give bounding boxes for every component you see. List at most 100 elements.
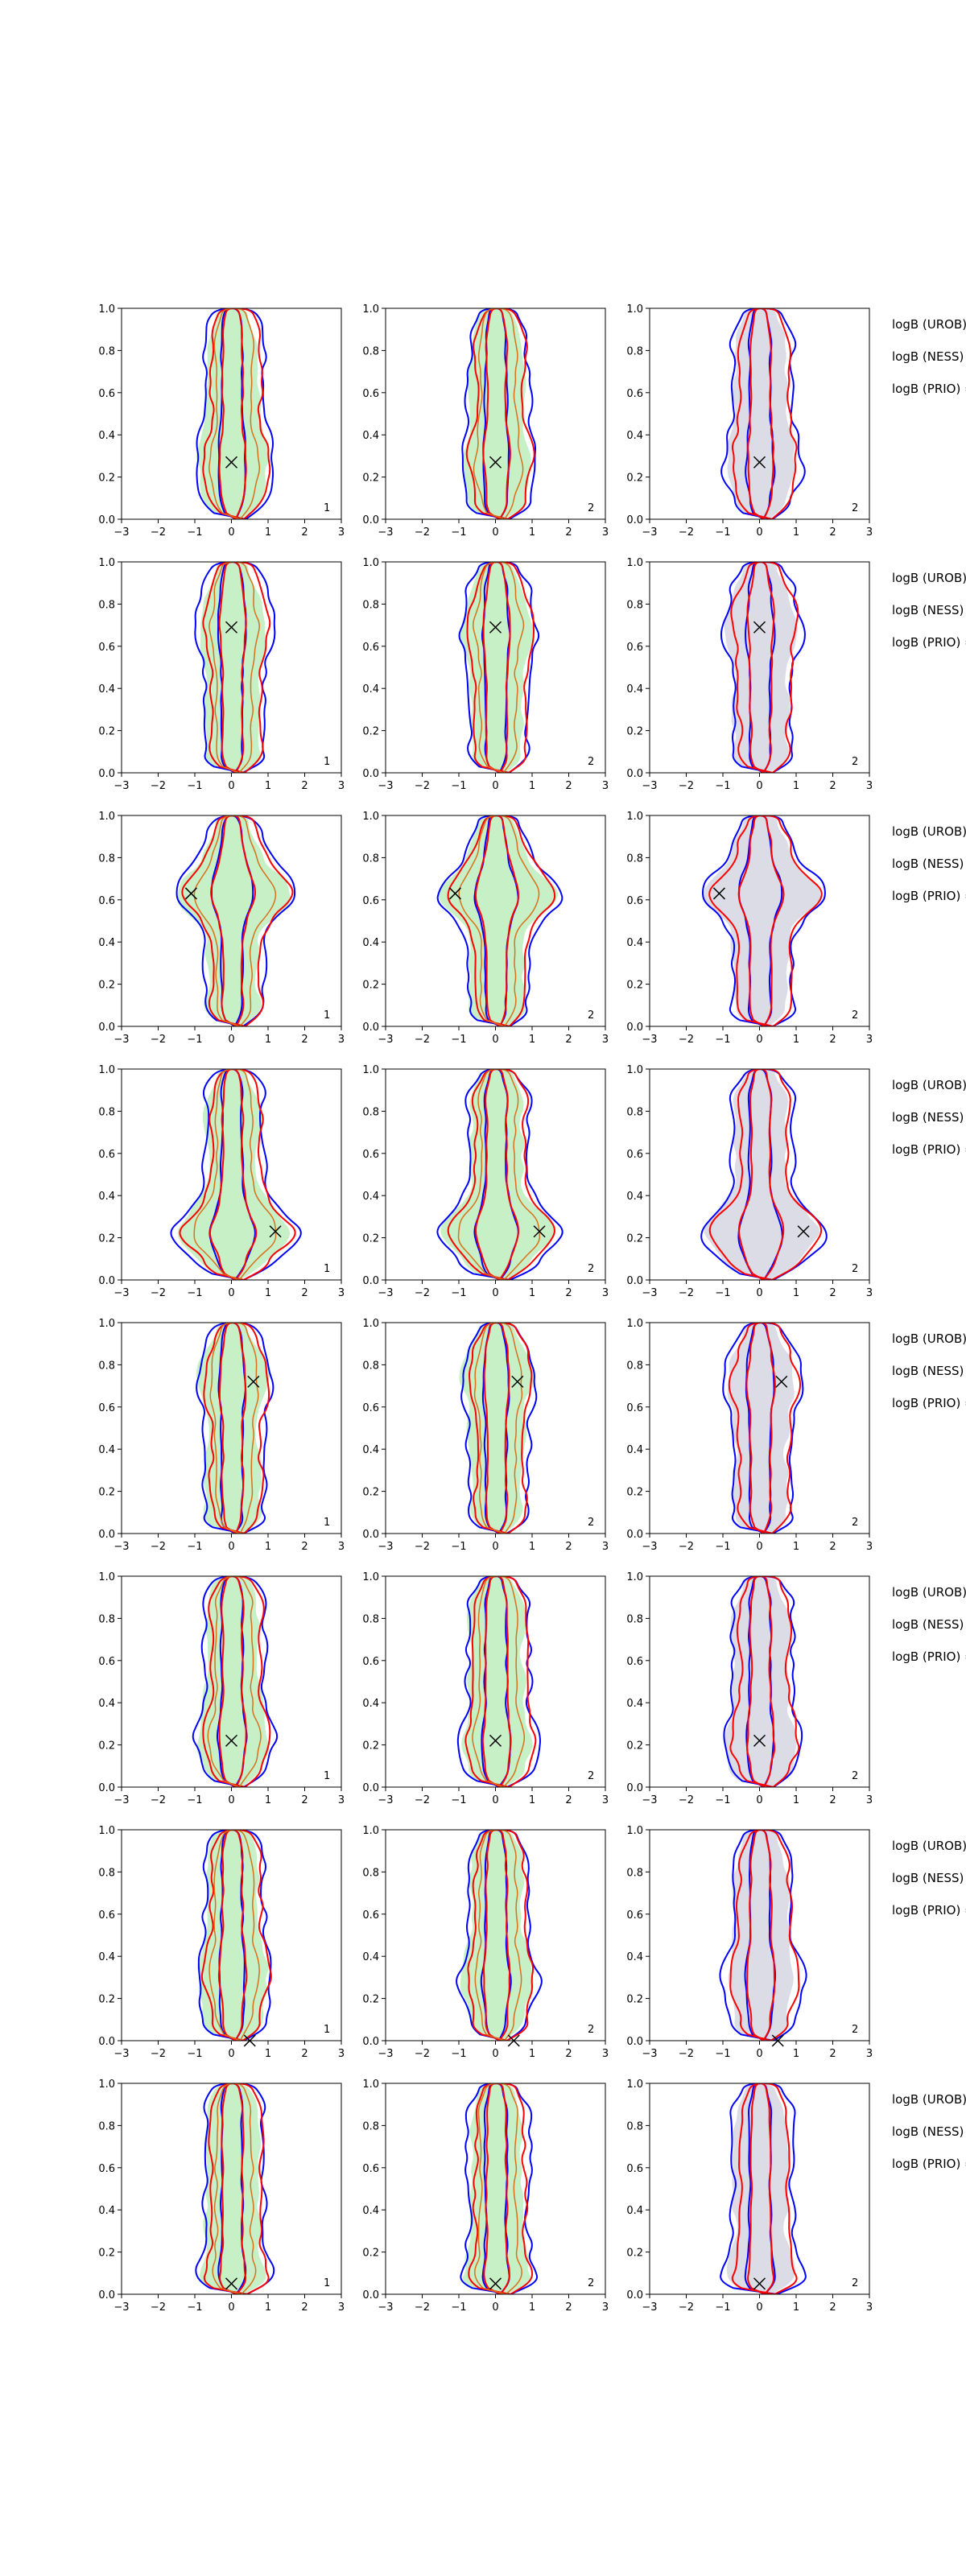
x-tick-label: −2 xyxy=(151,1287,166,1299)
panel-index-label: 1 xyxy=(324,2024,330,2036)
x-tick-label: −2 xyxy=(415,2301,430,2314)
contour-red-outer xyxy=(708,1069,823,1280)
x-tick-label: 3 xyxy=(602,1287,609,1299)
y-tick-label: 0.8 xyxy=(98,2120,115,2132)
x-tick-label: −1 xyxy=(187,1287,202,1299)
panel-r6-c1: −3 −2 −1 0 1 2 3 0.0 0.2 0.4 0.6 0.8 1.0 1 xyxy=(98,1571,345,1806)
density-fill xyxy=(727,308,795,519)
y-tick-label: 1.0 xyxy=(362,1318,379,1330)
x-tick-label: −1 xyxy=(451,2048,466,2060)
x-tick-label: 0 xyxy=(756,1541,762,1553)
y-tick-label: 0.6 xyxy=(626,2163,643,2175)
x-tick-label: 0 xyxy=(228,2301,234,2314)
x-tick-label: −2 xyxy=(415,1034,430,1046)
contour-red-outer xyxy=(179,1069,296,1280)
y-tick-label: 0.4 xyxy=(362,937,379,949)
y-tick-label: 0.4 xyxy=(626,937,643,949)
x-tick-label: 1 xyxy=(265,780,271,792)
panel-index-label: 2 xyxy=(588,1770,594,1782)
y-tick-label: 0.0 xyxy=(362,1022,379,1034)
x-tick-label: −1 xyxy=(187,1034,202,1046)
logb-label: logB (UROB) = xyxy=(892,1585,966,1600)
panel-index-label: 1 xyxy=(324,1770,330,1782)
y-tick-label: 0.8 xyxy=(98,1867,115,1879)
x-tick-label: 0 xyxy=(492,1034,498,1046)
true-value-marker xyxy=(712,887,725,900)
y-tick-label: 0.0 xyxy=(98,768,115,780)
x-tick-label: 3 xyxy=(602,1034,609,1046)
x-tick-label: 0 xyxy=(756,780,762,792)
y-tick-label: 0.8 xyxy=(626,852,643,865)
x-tick-label: 3 xyxy=(602,2048,609,2060)
x-tick-label: 1 xyxy=(793,1287,799,1299)
contour-orange xyxy=(474,1830,522,2041)
y-tick-label: 0.4 xyxy=(98,937,115,949)
logb-label: logB (UROB) = xyxy=(892,571,966,585)
x-tick-label: −1 xyxy=(187,1794,202,1806)
y-tick-label: 0.6 xyxy=(98,388,115,400)
x-tick-label: 0 xyxy=(756,2048,762,2060)
true-value-marker xyxy=(489,456,502,469)
panel-index-label: 2 xyxy=(852,2024,858,2036)
contour-red-outer xyxy=(181,815,294,1026)
y-tick-label: 0.2 xyxy=(626,980,643,992)
x-tick-label: −3 xyxy=(642,1794,657,1806)
y-tick-label: 0.0 xyxy=(98,1275,115,1287)
true-value-marker xyxy=(511,1375,524,1388)
contour-red-inner xyxy=(737,815,785,1026)
x-tick-label: 0 xyxy=(492,1794,498,1806)
y-tick-label: 0.0 xyxy=(98,2036,115,2048)
x-tick-label: −2 xyxy=(151,526,166,539)
y-tick-label: 0.4 xyxy=(362,683,379,696)
x-tick-label: 2 xyxy=(829,2301,836,2314)
panel-index-label: 2 xyxy=(588,756,594,768)
density-fill xyxy=(728,1830,794,2041)
x-tick-label: 0 xyxy=(756,526,762,539)
x-tick-label: −2 xyxy=(679,1034,694,1046)
logb-label: logB (NESS) = xyxy=(892,349,966,364)
y-tick-label: 0.2 xyxy=(98,1487,115,1499)
x-tick-label: 1 xyxy=(529,2301,535,2314)
contour-red-outer xyxy=(731,308,798,519)
x-tick-label: −3 xyxy=(378,1034,393,1046)
density-fill xyxy=(704,1069,820,1280)
y-tick-label: 0.4 xyxy=(626,1444,643,1456)
y-tick-label: 0.4 xyxy=(362,1951,379,1963)
y-tick-label: 1.0 xyxy=(362,1571,379,1583)
true-value-marker xyxy=(753,2277,766,2290)
x-tick-label: −2 xyxy=(415,1794,430,1806)
y-tick-label: 0.8 xyxy=(626,599,643,611)
contour-red-inner xyxy=(482,1830,511,2041)
y-tick-label: 1.0 xyxy=(626,557,643,569)
y-tick-label: 0.4 xyxy=(98,1444,115,1456)
y-tick-label: 0.4 xyxy=(626,1698,643,1710)
logb-label: logB (UROB) = xyxy=(892,824,966,839)
y-tick-label: 1.0 xyxy=(98,2079,115,2091)
x-tick-label: −1 xyxy=(187,2301,202,2314)
contour-red-outer xyxy=(728,1323,802,1534)
true-value-marker xyxy=(797,1225,810,1238)
y-tick-label: 0.0 xyxy=(362,1529,379,1541)
y-tick-label: 0.0 xyxy=(626,768,643,780)
y-tick-label: 0.0 xyxy=(98,1782,115,1794)
panel-index-label: 2 xyxy=(852,1263,858,1275)
y-tick-label: 0.4 xyxy=(626,683,643,696)
y-tick-label: 0.6 xyxy=(626,1656,643,1668)
y-tick-label: 0.8 xyxy=(98,599,115,611)
y-tick-label: 0.0 xyxy=(626,2289,643,2301)
x-tick-label: −3 xyxy=(114,526,129,539)
x-tick-label: 1 xyxy=(265,1034,271,1046)
contour-red-inner xyxy=(737,1069,785,1280)
x-tick-label: 1 xyxy=(265,526,271,539)
x-tick-label: 0 xyxy=(492,2048,498,2060)
x-tick-label: 3 xyxy=(866,780,873,792)
x-tick-label: 0 xyxy=(756,1287,762,1299)
x-tick-label: −3 xyxy=(114,2301,129,2314)
panel-r7-c2: −3 −2 −1 0 1 2 30.00.20.40.60.81.02 xyxy=(362,1825,609,2060)
y-tick-label: 0.0 xyxy=(626,1782,643,1794)
x-tick-label: 3 xyxy=(338,1287,345,1299)
x-tick-label: 1 xyxy=(265,1794,271,1806)
x-tick-label: −1 xyxy=(715,1794,730,1806)
x-tick-label: 3 xyxy=(866,1541,873,1553)
logb-label: logB (PRIO) = xyxy=(892,1142,966,1157)
